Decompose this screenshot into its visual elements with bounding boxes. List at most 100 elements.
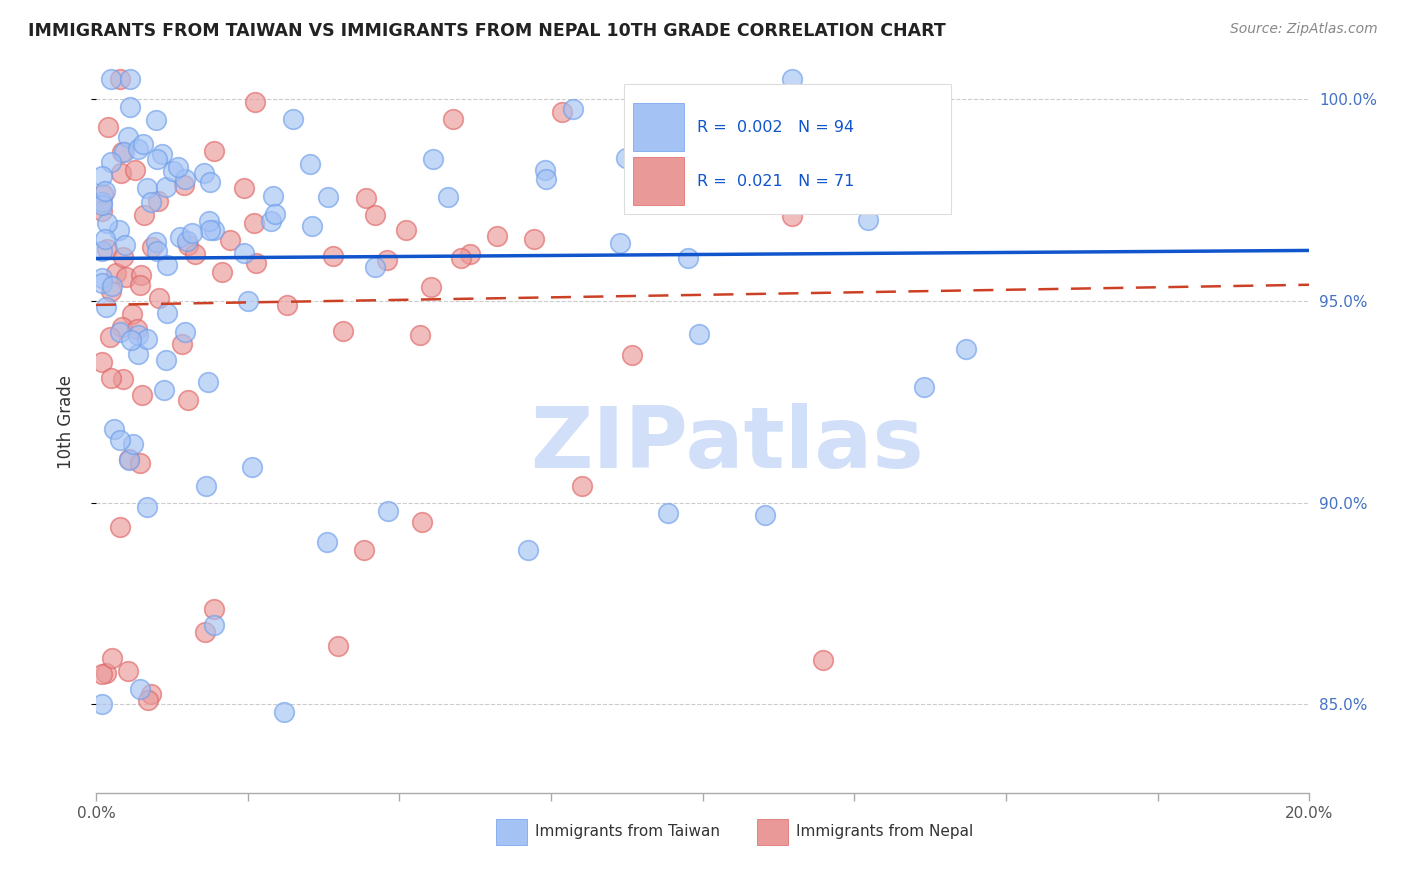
- Point: [128, 278, 150, 293]
- Point: [124, 163, 146, 178]
- Point: [460, 247, 482, 261]
- Point: [754, 508, 776, 523]
- Point: [100, 371, 122, 385]
- Point: [162, 164, 184, 178]
- Text: R =  0.021   N = 71: R = 0.021 N = 71: [696, 174, 853, 189]
- Point: [236, 294, 259, 309]
- Point: [105, 265, 128, 279]
- Point: [695, 105, 717, 120]
- Point: [135, 332, 157, 346]
- Point: [263, 207, 285, 221]
- Text: IMMIGRANTS FROM TAIWAN VS IMMIGRANTS FROM NEPAL 10TH GRADE CORRELATION CHART: IMMIGRANTS FROM TAIWAN VS IMMIGRANTS FRO…: [28, 22, 946, 40]
- Point: [354, 191, 377, 205]
- Point: [534, 172, 557, 186]
- Point: [202, 618, 225, 632]
- Point: [202, 144, 225, 158]
- Point: [108, 326, 131, 340]
- Point: [443, 112, 465, 126]
- Point: [108, 71, 131, 86]
- Point: [523, 232, 546, 246]
- Point: [121, 437, 143, 451]
- FancyBboxPatch shape: [758, 819, 787, 846]
- Point: [91, 271, 114, 285]
- Point: [437, 190, 460, 204]
- Point: [110, 166, 132, 180]
- Point: [183, 247, 205, 261]
- Point: [533, 162, 555, 177]
- Point: [118, 71, 141, 86]
- Point: [955, 342, 977, 356]
- Point: [486, 228, 509, 243]
- Point: [928, 167, 950, 181]
- Point: [150, 146, 173, 161]
- Point: [117, 129, 139, 144]
- Point: [422, 152, 444, 166]
- Point: [301, 219, 323, 233]
- Point: [316, 535, 339, 549]
- Point: [641, 142, 664, 156]
- Point: [332, 324, 354, 338]
- Point: [211, 265, 233, 279]
- Point: [135, 181, 157, 195]
- Point: [96, 665, 118, 680]
- Point: [198, 175, 221, 189]
- Point: [169, 230, 191, 244]
- Point: [245, 256, 267, 270]
- Point: [621, 348, 644, 362]
- Point: [141, 240, 163, 254]
- Point: [91, 667, 114, 681]
- Point: [177, 393, 200, 408]
- Point: [100, 71, 122, 86]
- Point: [135, 500, 157, 514]
- Point: [114, 238, 136, 252]
- Point: [240, 459, 263, 474]
- Point: [121, 307, 143, 321]
- Point: [100, 650, 122, 665]
- Point: [364, 208, 387, 222]
- Point: [91, 187, 114, 202]
- Point: [377, 504, 399, 518]
- FancyBboxPatch shape: [634, 103, 685, 151]
- Point: [91, 276, 114, 290]
- Point: [450, 252, 472, 266]
- Point: [156, 258, 179, 272]
- Point: [146, 244, 169, 258]
- Point: [110, 433, 132, 447]
- Y-axis label: 10th Grade: 10th Grade: [58, 375, 75, 469]
- FancyBboxPatch shape: [634, 157, 685, 205]
- Point: [139, 687, 162, 701]
- Point: [242, 216, 264, 230]
- Point: [98, 330, 121, 344]
- Point: [173, 178, 195, 193]
- Point: [678, 251, 700, 265]
- Point: [94, 184, 117, 198]
- Point: [173, 172, 195, 186]
- Point: [127, 142, 149, 156]
- Point: [326, 639, 349, 653]
- Point: [375, 252, 398, 267]
- Point: [409, 327, 432, 342]
- Point: [202, 602, 225, 616]
- Point: [132, 208, 155, 222]
- Point: [856, 213, 879, 227]
- Point: [353, 543, 375, 558]
- Point: [787, 180, 810, 194]
- Point: [155, 352, 177, 367]
- Point: [131, 388, 153, 402]
- Point: [316, 190, 339, 204]
- Point: [111, 320, 134, 334]
- Point: [260, 214, 283, 228]
- Point: [550, 105, 572, 120]
- Point: [688, 327, 710, 342]
- Point: [243, 95, 266, 110]
- Point: [103, 422, 125, 436]
- Point: [176, 234, 198, 248]
- Point: [127, 347, 149, 361]
- Point: [153, 384, 176, 398]
- Point: [281, 112, 304, 127]
- Point: [232, 181, 254, 195]
- Point: [145, 113, 167, 128]
- Point: [96, 216, 118, 230]
- Point: [100, 284, 122, 298]
- Point: [146, 194, 169, 208]
